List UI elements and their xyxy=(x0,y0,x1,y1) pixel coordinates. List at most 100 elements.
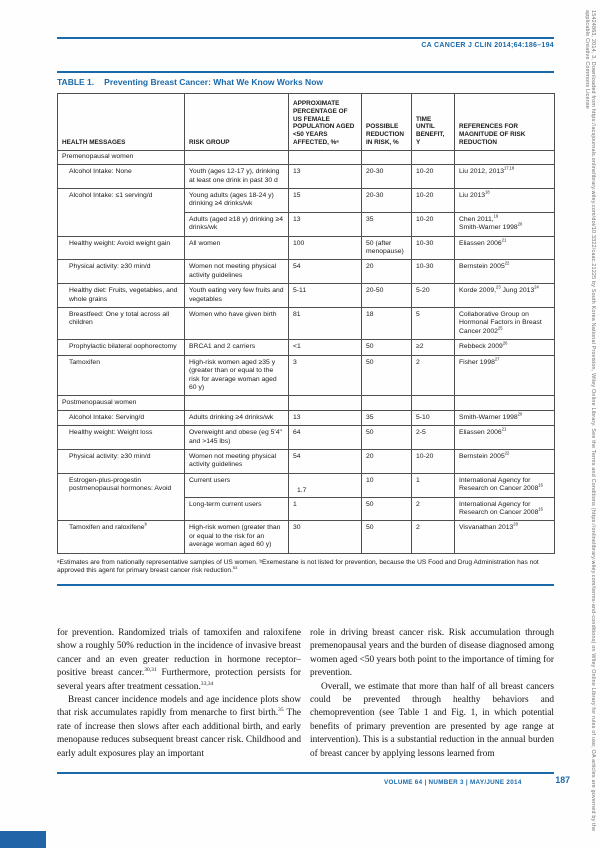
cell-health-message: Physical activity: ≥30 min/d xyxy=(57,259,185,285)
reference-line: Collaborative Group on Hormonal Factors … xyxy=(459,311,542,335)
table-row: Alcohol Intake: ≤1 serving/d Young adults… xyxy=(57,188,555,237)
cell-reduction: 20-30 xyxy=(361,164,412,189)
cell-reduction: 50 xyxy=(361,354,412,397)
cell-risk-group: Youth (ages 12-17 y), drinking at least … xyxy=(184,164,289,189)
reference-line: International Agency for Research on Can… xyxy=(459,500,543,516)
reference-line: Liu 2012, 201317,18 xyxy=(459,165,515,176)
cell-population: <1 xyxy=(288,339,362,356)
cell-population: 13 xyxy=(288,211,362,237)
cell-population: 13 xyxy=(288,409,362,427)
cell-references: International Agency for Research on Can… xyxy=(454,472,555,498)
cell-references: Eliassen 200621 xyxy=(454,425,555,450)
cell-risk-group: Young adults (ages 18-24 y) drinking ≥4 … xyxy=(184,188,289,213)
reference-line: Rebbeck 200926 xyxy=(459,341,508,351)
reference-line: International Agency for Research on Can… xyxy=(459,476,543,493)
section-row: Premenopausal women xyxy=(57,149,555,166)
table-title: TABLE 1. Preventing Breast Cancer: What W… xyxy=(57,77,554,87)
table-1-block: TABLE 1. Preventing Breast Cancer: What W… xyxy=(57,71,555,586)
footer-rule xyxy=(57,772,554,774)
table-row: Tamoxifen High-risk women aged ≥35 y (gre… xyxy=(57,354,555,397)
cell-risk-group: Current users xyxy=(184,472,289,498)
journal-citation: CA CANCER J CLIN 2014;64:186–194 xyxy=(421,42,554,49)
paragraph: for prevention. Randomized trials of tam… xyxy=(57,628,301,692)
cell-reduction: 10 xyxy=(361,472,412,498)
cell-health-message: Estrogen-plus-progestin postmenopausal h… xyxy=(57,472,185,522)
cell-time: 10-20 xyxy=(411,448,455,474)
cell-time: ≥2 xyxy=(411,339,455,356)
cell-time: 10-30 xyxy=(411,259,455,285)
section-cell xyxy=(184,149,289,166)
cell-population: 54 xyxy=(288,448,362,474)
section-cell: Postmenopausal women xyxy=(57,395,185,411)
reference-line: Eliassen 200621 xyxy=(459,237,507,247)
cell-time: 5-20 xyxy=(411,283,455,309)
reference-line: Smith-Warner 199820 xyxy=(459,221,523,232)
body-column-left: for prevention. Randomized trials of tam… xyxy=(57,627,301,761)
cell-risk-group: Women not meeting physical activity guid… xyxy=(184,259,289,285)
cell-risk-group: Long-term current users xyxy=(184,496,289,522)
cell-population: 5-11 xyxy=(288,283,362,309)
cell-risk-group: High-risk women aged ≥35 y (greater than… xyxy=(184,354,289,397)
column-header: TIME UNTIL BENEFIT, y xyxy=(411,93,455,151)
cell-time: 2 xyxy=(411,520,455,554)
cell-reduction: 50 xyxy=(361,496,412,522)
table-row: Physical activity: ≥30 min/d Women not me… xyxy=(57,448,555,474)
cell-risk-group: Women not meeting physical activity guid… xyxy=(184,448,289,474)
cell-population: 64 xyxy=(288,425,362,450)
cell-reduction: 20-50 xyxy=(361,283,412,309)
cell-reduction: 50 (after menopause) xyxy=(361,235,412,261)
cell-health-message: Healthy weight: Weight loss xyxy=(57,425,185,450)
paragraph: Breast cancer incidence models and age i… xyxy=(57,695,301,759)
cell-risk-group: Adults drinking ≥4 drinks/wk xyxy=(184,409,289,427)
cell-references: Collaborative Group on Hormonal Factors … xyxy=(454,307,555,341)
reference-line: Bernstein 200522 xyxy=(459,450,510,460)
cell-references: Liu 2012, 201317,18 xyxy=(454,164,555,189)
section-cell xyxy=(184,395,289,411)
reference-line: Chen 2011,19 xyxy=(459,213,499,223)
wiley-license-sidebar: 15424863, 2014, 3, Downloaded from https… xyxy=(584,10,596,832)
cell-references: Visvanathan 201328 xyxy=(454,520,555,554)
section-cell xyxy=(454,395,555,411)
table-row: Long-term current users 1 50 2 International… xyxy=(58,496,555,522)
cell-risk-group: All women xyxy=(184,235,289,261)
reference-line: Liu 201318 xyxy=(459,189,490,199)
section-row: Postmenopausal women xyxy=(57,395,555,411)
cell-population: 81 xyxy=(288,307,362,341)
cell-references: Fisher 199827 xyxy=(454,354,555,397)
cell-time: 2 xyxy=(411,354,455,397)
table-row: Alcohol Intake: None Youth (ages 12-17 y)… xyxy=(57,164,555,189)
table-body: Premenopausal women Alcohol Intake: None Y… xyxy=(57,149,555,554)
cell-health-message: Tamoxifen xyxy=(57,354,185,397)
cell-time: 10-30 xyxy=(411,235,455,261)
cell-risk-group: Youth eating very few fruits and vegetab… xyxy=(184,283,289,309)
section-cell xyxy=(361,149,412,166)
table-head: HEALTH MESSAGES RISK GROUP APPROXIMATE PER… xyxy=(57,93,555,151)
cell-risk-group: BRCA1 and 2 carriers xyxy=(184,339,289,356)
cell-reduction: 50 xyxy=(361,425,412,450)
cell-references: Eliassen 200621 xyxy=(454,235,555,261)
table-row: Breastfeed: One y total across all child… xyxy=(57,307,555,341)
table-row: Adults (aged ≥18 y) drinking ≥4 drinks/w… xyxy=(58,211,555,237)
cell-health-message: Healthy weight: Avoid weight gain xyxy=(57,235,185,261)
cell-reduction: 50 xyxy=(361,339,412,356)
cell-reduction: 20-30 xyxy=(361,188,412,213)
column-header: HEALTH MESSAGES xyxy=(57,93,185,151)
cell-time: 10-20 xyxy=(411,164,455,189)
cell-risk-group: Overweight and obese (eg 5'4" and >145 l… xyxy=(184,425,289,450)
cell-time: 1 xyxy=(411,472,455,498)
cell-references: Smith-Warner 199820 xyxy=(454,409,555,427)
reference-line: Bernstein 200522 xyxy=(459,261,510,271)
cell-time: 5-10 xyxy=(411,409,455,427)
table-row: Tamoxifen and raloxifeneb High-risk women… xyxy=(57,520,555,554)
cell-population: 100 xyxy=(288,235,362,261)
column-header: POSSIBLE REDUCTION IN RISK, % xyxy=(361,93,412,151)
table-row: Prophylactic bilateral oophorectomy BRCA1… xyxy=(57,339,555,356)
cell-time: 2-5 xyxy=(411,425,455,450)
header-rule xyxy=(57,37,554,39)
cell-time: 2 xyxy=(411,496,455,522)
cell-population: 1 xyxy=(288,496,362,522)
table-row: Physical activity: ≥30 min/d Women not me… xyxy=(57,259,555,285)
cell-health-message: Breastfeed: One y total across all child… xyxy=(57,307,185,341)
body-text: for prevention. Randomized trials of tam… xyxy=(57,627,554,761)
